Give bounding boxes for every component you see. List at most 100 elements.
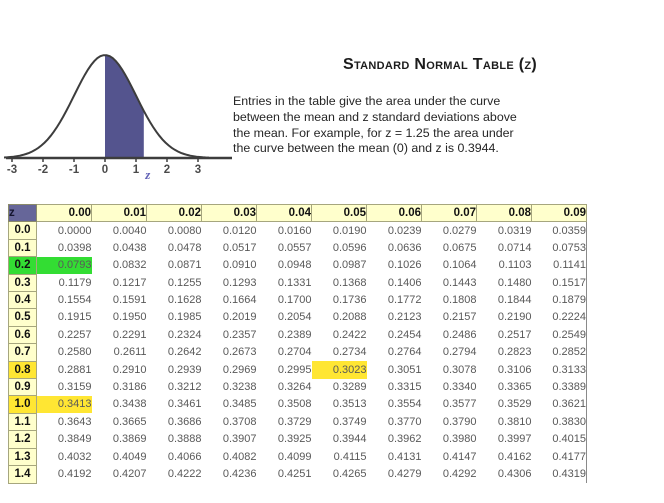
- table-cell: 0.2939: [146, 361, 202, 379]
- table-cell: 0.2454: [366, 326, 422, 344]
- table-row: 0.0 0.0000 0.0040 0.0080 0.0120 0.0160 0.0190 0…: [8, 221, 587, 240]
- table-cell: 0.3729: [256, 413, 312, 431]
- row-label: 0.4: [8, 291, 37, 310]
- table-cell: 0.2969: [201, 361, 257, 379]
- table-cell: 0.3686: [146, 413, 202, 431]
- table-cell: 0.3078: [421, 361, 477, 379]
- table-cell: 0.2517: [476, 326, 532, 344]
- table-cell: 0.3708: [201, 413, 257, 431]
- table-cell: 0.2088: [311, 308, 367, 327]
- table-cell: 0.3159: [36, 378, 92, 396]
- table-cell: 0.3529: [476, 395, 532, 414]
- table-cell: 0.2324: [146, 326, 202, 344]
- axis-tick-label: 0: [102, 164, 108, 176]
- table-cell: 0.3980: [421, 430, 477, 449]
- table-cell: 0.1141: [531, 256, 587, 275]
- table-row: 1.4 0.4192 0.4207 0.4222 0.4236 0.4251 0.4265 0…: [8, 465, 587, 484]
- table-cell: 0.3461: [146, 395, 202, 414]
- column-header: 0.01: [91, 203, 147, 223]
- bell-curve-line: [0, 54, 209, 159]
- table-cell: 0.4082: [201, 448, 257, 466]
- table-cell: 0.0319: [476, 221, 532, 240]
- axis-tick-label: -2: [38, 164, 48, 176]
- table-cell: 0.3810: [476, 413, 532, 431]
- table-cell: 0.3289: [311, 378, 367, 396]
- z-table-header-row: z 0.00 0.01 0.02 0.03 0.04 0.05 0.06 0.07 0.08 0.0…: [8, 203, 587, 223]
- column-header: 0.02: [146, 203, 202, 223]
- table-cell: 0.4066: [146, 448, 202, 466]
- table-cell: 0.1772: [366, 291, 422, 309]
- table-cell: 0.2734: [311, 343, 367, 362]
- table-cell: 0.1026: [366, 256, 422, 275]
- table-cell: 0.0040: [91, 221, 147, 240]
- table-cell: 0.0517: [201, 239, 257, 257]
- table-cell: 0.0714: [476, 239, 532, 257]
- table-cell: 0.3997: [476, 430, 532, 449]
- table-cell: 0.0438: [91, 239, 147, 257]
- table-cell: 0.3907: [201, 430, 257, 449]
- column-header: 0.06: [366, 203, 422, 223]
- table-cell: 0.2422: [311, 326, 367, 344]
- table-cell: 0.2157: [421, 308, 477, 327]
- table-cell: 0.1103: [476, 256, 532, 275]
- row-label: 0.8: [8, 360, 37, 380]
- table-cell: 0.0675: [421, 239, 477, 257]
- table-cell: 0.4319: [531, 465, 587, 483]
- table-cell: 0.3315: [366, 378, 422, 396]
- table-row: 0.8 0.2881 0.2910 0.2939 0.2969 0.2995 0.3023 0…: [8, 360, 587, 380]
- table-row: 0.9 0.3159 0.3186 0.3212 0.3238 0.3264 0.3289 0…: [8, 378, 587, 397]
- table-cell: 0.4177: [531, 448, 587, 466]
- table-cell: 0.0478: [146, 239, 202, 257]
- table-cell: 0.3264: [256, 378, 312, 396]
- z-table: z 0.00 0.01 0.02 0.03 0.04 0.05 0.06 0.07 0.08 0.0…: [8, 203, 587, 484]
- table-cell: 0.1443: [421, 274, 477, 292]
- table-cell: 0.1808: [421, 291, 477, 309]
- table-cell: 0.1736: [311, 291, 367, 309]
- table-cell: 0.2673: [201, 343, 257, 362]
- table-cell: 0.2123: [366, 308, 422, 327]
- table-cell: 0.2054: [256, 308, 312, 327]
- row-label: 1.4: [8, 465, 37, 484]
- table-cell: 0.3508: [256, 395, 312, 414]
- table-cell: 0.4115: [311, 448, 367, 466]
- table-cell: 0.2764: [366, 343, 422, 362]
- table-row: 0.4 0.1554 0.1591 0.1628 0.1664 0.1700 0.1736 0…: [8, 291, 587, 310]
- table-row: 0.2 0.0793 0.0832 0.0871 0.0910 0.0948 0.0987 0…: [8, 256, 587, 275]
- table-cell: 0.0000: [36, 221, 92, 240]
- table-cell: 0.0190: [311, 221, 367, 240]
- table-cell: 0.4236: [201, 465, 257, 483]
- table-cell: 0.0557: [256, 239, 312, 257]
- table-cell: 0.1179: [36, 274, 92, 292]
- table-cell: 0.3186: [91, 378, 147, 396]
- table-cell: 0.4099: [256, 448, 312, 466]
- table-row: 1.0 0.3413 0.3438 0.3461 0.3485 0.3508 0.3513 0…: [8, 395, 587, 414]
- row-label: 1.0: [8, 395, 37, 414]
- table-cell: 0.2257: [36, 326, 92, 344]
- normal-curve-figure: -3 -2 -1 0 1 2 3 z: [0, 48, 236, 186]
- table-cell: 0.0596: [311, 239, 367, 257]
- table-cell: 0.2823: [476, 343, 532, 362]
- table-cell: 0.2389: [256, 326, 312, 344]
- table-cell: 0.1844: [476, 291, 532, 309]
- table-cell: 0.2019: [201, 308, 257, 327]
- table-cell: 0.3888: [146, 430, 202, 449]
- table-cell: 0.4306: [476, 465, 532, 483]
- column-header: 0.03: [201, 203, 257, 223]
- axis-tick-label: 3: [195, 164, 201, 176]
- description-line: Entries in the table give the area under…: [233, 94, 501, 108]
- z-marker-label: z: [144, 167, 151, 182]
- table-cell: 0.3133: [531, 361, 587, 379]
- table-cell: 0.1368: [311, 274, 367, 292]
- table-cell: 0.2291: [91, 326, 147, 344]
- table-cell: 0.3106: [476, 361, 532, 379]
- table-cell: 0.3849: [36, 430, 92, 449]
- column-header: 0.09: [531, 203, 587, 223]
- table-cell: 0.1879: [531, 291, 587, 309]
- table-cell: 0.0832: [91, 256, 147, 275]
- table-cell: 0.4265: [311, 465, 367, 483]
- table-cell: 0.3485: [201, 395, 257, 414]
- table-cell: 0.2190: [476, 308, 532, 327]
- page-title: Standard Normal Table (z): [342, 56, 538, 73]
- table-cell: 0.2995: [256, 361, 312, 379]
